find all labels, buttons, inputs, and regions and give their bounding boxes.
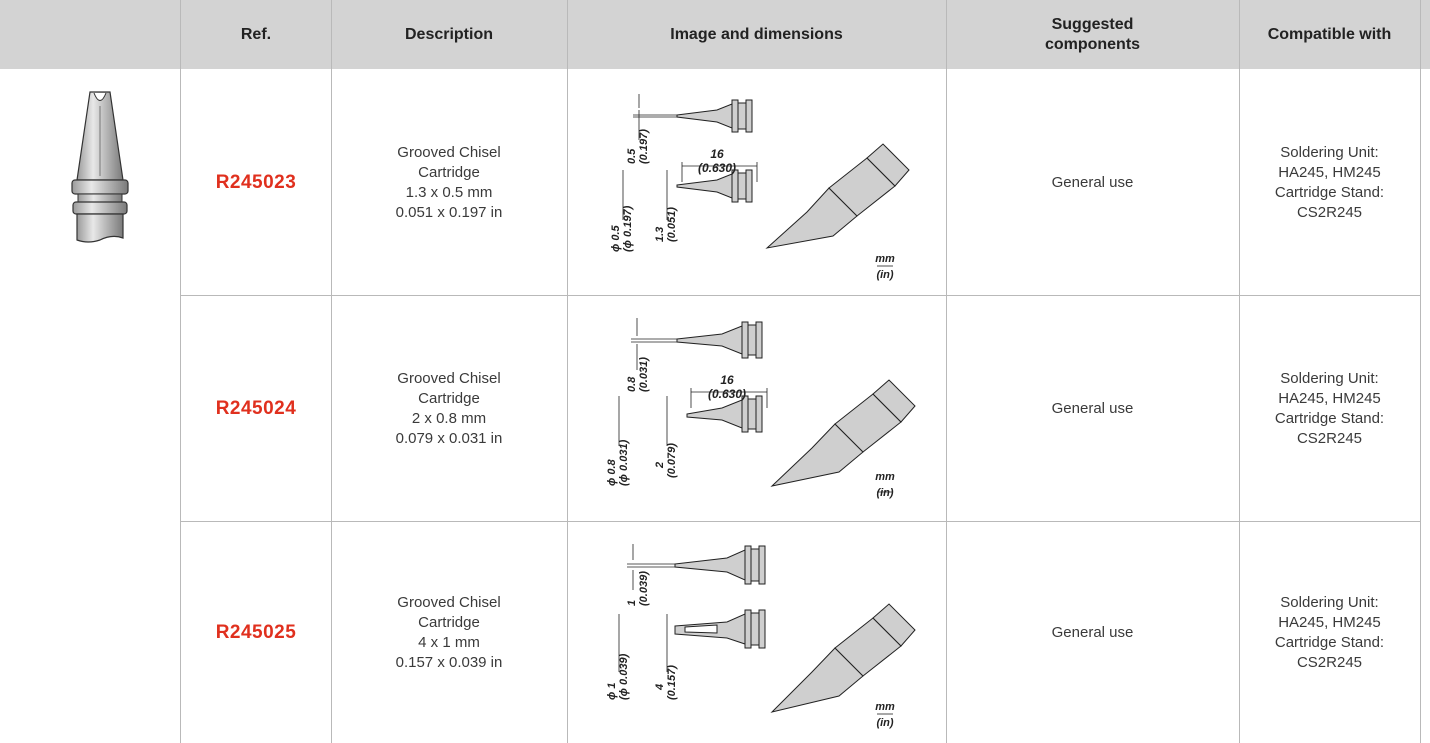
header-description: Description xyxy=(404,25,493,43)
grid-line xyxy=(331,0,332,743)
dim-thickness-mm: 1 xyxy=(626,600,638,606)
cartridge-drawing-icon: 1 (0.039) ϕ 1 (ϕ 0.039) 4 (0.157) mm (in… xyxy=(606,544,916,729)
description-line: Cartridge xyxy=(418,163,480,181)
dim-diameter-in: (ϕ 0.039) xyxy=(618,653,630,700)
grid-line xyxy=(180,0,181,743)
compatible-with: Soldering Unit: HA245, HM245 Cartridge S… xyxy=(1239,296,1420,521)
dim-thickness-in: (0.197) xyxy=(638,129,650,164)
unit-mm: mm xyxy=(875,253,895,265)
dim-width-in: (0.051) xyxy=(666,207,678,242)
header-suggested: Suggested components xyxy=(946,0,1239,69)
compat-line: HA245, HM245 xyxy=(1278,389,1381,407)
dim-thickness-mm: 0.5 xyxy=(626,148,638,164)
product-image xyxy=(60,88,150,248)
compat-line: Soldering Unit: xyxy=(1280,143,1379,161)
compat-line: Soldering Unit: xyxy=(1280,593,1379,611)
description-line: 2 x 0.8 mm xyxy=(411,409,487,427)
unit-mm: mm xyxy=(875,471,895,483)
compatible-with: Soldering Unit: HA245, HM245 Cartridge S… xyxy=(1239,70,1420,295)
header-ref: Ref. xyxy=(240,25,272,43)
suggested-components: General use xyxy=(1051,174,1134,191)
compat-line: Soldering Unit: xyxy=(1280,369,1379,387)
dim-diameter-mm: ϕ 1 xyxy=(606,682,618,700)
dim-thickness-in: (0.039) xyxy=(638,571,650,606)
description-line: Cartridge xyxy=(418,613,480,631)
dim-length-mm: 16 xyxy=(720,373,734,387)
description: Grooved Chisel Cartridge 1.3 x 0.5 mm 0.… xyxy=(331,70,567,295)
description: Grooved Chisel Cartridge 2 x 0.8 mm 0.07… xyxy=(331,296,567,521)
dim-length-mm: 16 xyxy=(710,147,724,161)
row-divider xyxy=(181,521,1421,522)
grooved-chisel-tip-icon xyxy=(71,91,129,243)
dimension-drawing: 0.8 (0.031) 16 (0.630) ϕ 0.8 (ϕ 0.031) 2… xyxy=(567,296,946,521)
compat-line: CS2R245 xyxy=(1296,653,1363,671)
compat-line: Cartridge Stand: xyxy=(1274,633,1385,651)
ref-link-R245024[interactable]: R245024 xyxy=(215,397,297,419)
grid-line xyxy=(946,0,947,743)
grid-line xyxy=(1420,0,1421,743)
unit-in: (in) xyxy=(876,269,893,281)
compat-line: HA245, HM245 xyxy=(1278,613,1381,631)
dim-diameter-in: (ϕ 0.197) xyxy=(622,205,634,252)
unit-in: (in) xyxy=(876,487,893,499)
cartridge-drawing-icon: 0.5 (0.197) 16 (0.630) ϕ 0.5 (ϕ 0.197) 1… xyxy=(610,94,910,281)
description-line: 0.157 x 0.039 in xyxy=(395,653,503,671)
description-line: Cartridge xyxy=(418,389,480,407)
description-line: Grooved Chisel xyxy=(397,143,501,161)
grid-line xyxy=(1239,0,1240,743)
description-line: Grooved Chisel xyxy=(397,369,501,387)
compat-line: CS2R245 xyxy=(1296,203,1363,221)
header-image: Image and dimensions xyxy=(670,25,843,43)
unit-in: (in) xyxy=(876,717,893,729)
dimension-drawing: 1 (0.039) ϕ 1 (ϕ 0.039) 4 (0.157) mm (in… xyxy=(567,522,946,743)
row-divider xyxy=(181,295,1421,296)
dim-width-mm: 4 xyxy=(654,684,666,691)
compat-line: Cartridge Stand: xyxy=(1274,409,1385,427)
compatible-with: Soldering Unit: HA245, HM245 Cartridge S… xyxy=(1239,522,1420,743)
dim-thickness-in: (0.031) xyxy=(638,357,650,392)
description: Grooved Chisel Cartridge 4 x 1 mm 0.157 … xyxy=(331,522,567,743)
description-line: 1.3 x 0.5 mm xyxy=(405,183,493,201)
header-compatible: Compatible with xyxy=(1267,25,1392,43)
dim-width-mm: 1.3 xyxy=(654,227,666,242)
dim-diameter-mm: ϕ 0.5 xyxy=(610,224,622,252)
description-line: 0.079 x 0.031 in xyxy=(395,429,503,447)
dim-diameter-mm: ϕ 0.8 xyxy=(606,458,618,486)
grid-line xyxy=(567,0,568,743)
dim-diameter-in: (ϕ 0.031) xyxy=(618,439,630,486)
description-line: 4 x 1 mm xyxy=(418,633,480,651)
suggested-components: General use xyxy=(1051,400,1134,417)
description-line: Grooved Chisel xyxy=(397,593,501,611)
suggested-components: General use xyxy=(1051,624,1134,641)
dim-width-mm: 2 xyxy=(654,462,666,469)
header-suggested-line2: components xyxy=(1044,35,1141,53)
unit-mm: mm xyxy=(875,701,895,713)
dim-length-in: (0.630) xyxy=(698,161,736,175)
header-suggested-line1: Suggested xyxy=(1051,15,1134,33)
dimension-drawing: 0.5 (0.197) 16 (0.630) ϕ 0.5 (ϕ 0.197) 1… xyxy=(567,70,946,295)
dim-width-in: (0.157) xyxy=(666,665,678,700)
ref-link-R245025[interactable]: R245025 xyxy=(215,621,297,643)
ref-link-R245023[interactable]: R245023 xyxy=(215,171,297,193)
description-line: 0.051 x 0.197 in xyxy=(395,203,503,221)
dim-width-in: (0.079) xyxy=(666,443,678,478)
dim-thickness-mm: 0.8 xyxy=(626,376,638,392)
compat-line: Cartridge Stand: xyxy=(1274,183,1385,201)
table-header: Ref. Description Image and dimensions Su… xyxy=(0,0,1430,69)
cartridge-drawing-icon: 0.8 (0.031) 16 (0.630) ϕ 0.8 (ϕ 0.031) 2… xyxy=(606,318,916,499)
dim-length-in: (0.630) xyxy=(708,387,746,401)
compat-line: CS2R245 xyxy=(1296,429,1363,447)
compat-line: HA245, HM245 xyxy=(1278,163,1381,181)
